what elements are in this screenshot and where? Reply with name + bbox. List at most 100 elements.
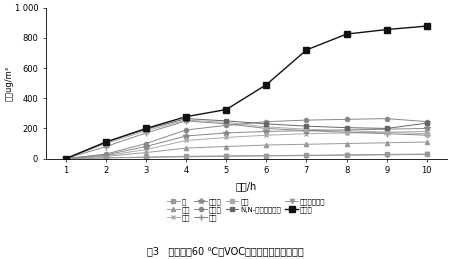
二甲基乙酰胺 bbox=[344, 154, 349, 157]
乙苯 bbox=[63, 157, 69, 160]
三乙胺 bbox=[103, 140, 109, 143]
二甲苯 bbox=[224, 131, 229, 134]
N,N-二甲基甲酰胺 bbox=[63, 157, 69, 160]
二甲基乙酰胺 bbox=[264, 154, 269, 157]
苯乙烯 bbox=[224, 124, 229, 127]
Y-axis label: 含量ug/m³: 含量ug/m³ bbox=[4, 66, 13, 101]
苯乙烯 bbox=[304, 119, 309, 122]
二甲基乙酰胺 bbox=[103, 156, 109, 159]
苯 bbox=[103, 156, 109, 159]
三乙胺 bbox=[344, 33, 349, 36]
N,N-二甲基甲酰胺 bbox=[424, 121, 429, 125]
乙苯 bbox=[143, 148, 149, 151]
N,N-二甲基甲酰胺 bbox=[143, 128, 149, 131]
二甲苯 bbox=[103, 153, 109, 156]
二甲苯 bbox=[184, 134, 189, 138]
苯乙烯 bbox=[103, 153, 109, 156]
乙酩 bbox=[304, 128, 309, 131]
二甲基乙酰胺 bbox=[224, 155, 229, 158]
苯乙烯 bbox=[384, 117, 389, 120]
甲苯 bbox=[63, 157, 69, 160]
X-axis label: 时间/h: 时间/h bbox=[236, 181, 257, 191]
甲苯 bbox=[143, 151, 149, 154]
二甲基乙酰胺 bbox=[304, 154, 309, 157]
Line: 甲醉: 甲醉 bbox=[63, 118, 429, 161]
甲醉 bbox=[264, 127, 269, 130]
三乙胺 bbox=[304, 48, 309, 52]
Line: 三乙胺: 三乙胺 bbox=[63, 23, 429, 161]
甲醉 bbox=[344, 131, 349, 134]
乙苯 bbox=[384, 131, 389, 134]
乙酩 bbox=[143, 129, 149, 132]
苯 bbox=[63, 157, 69, 160]
乙苯 bbox=[344, 131, 349, 134]
Line: 苯乙烯: 苯乙烯 bbox=[64, 117, 429, 161]
三乙胺 bbox=[264, 83, 269, 86]
三乙胺 bbox=[224, 108, 229, 111]
苯 bbox=[143, 156, 149, 159]
甲苯 bbox=[264, 143, 269, 147]
Text: 图3   发泡材斗60 ℃下VOC各物质浓度散发趋势图: 图3 发泡材斗60 ℃下VOC各物质浓度散发趋势图 bbox=[147, 246, 304, 256]
甲苯 bbox=[384, 141, 389, 144]
乙酩 bbox=[224, 121, 229, 124]
甲苯 bbox=[344, 142, 349, 145]
二甲苯 bbox=[264, 130, 269, 133]
Line: 甲苯: 甲苯 bbox=[64, 140, 429, 161]
三乙胺 bbox=[424, 25, 429, 28]
Line: 二甲苯: 二甲苯 bbox=[63, 126, 429, 161]
甲苯 bbox=[304, 143, 309, 146]
乙苯 bbox=[424, 130, 429, 133]
Line: 乙苯: 乙苯 bbox=[64, 129, 429, 161]
二甲基乙酰胺 bbox=[424, 153, 429, 156]
三乙胺 bbox=[184, 115, 189, 118]
二甲基乙酰胺 bbox=[384, 153, 389, 156]
N,N-二甲基甲酰胺 bbox=[184, 117, 189, 120]
N,N-二甲基甲酰胺 bbox=[264, 122, 269, 125]
乙酩 bbox=[103, 142, 109, 145]
甲苯 bbox=[224, 145, 229, 148]
苯乙烯 bbox=[143, 142, 149, 145]
Line: 二甲基乙酰胺: 二甲基乙酰胺 bbox=[64, 152, 429, 161]
甲苯 bbox=[424, 140, 429, 143]
N,N-二甲基甲酰胺 bbox=[224, 119, 229, 123]
苯 bbox=[384, 153, 389, 156]
乙酩 bbox=[424, 132, 429, 135]
N,N-二甲基甲酰胺 bbox=[304, 125, 309, 128]
二甲苯 bbox=[384, 128, 389, 131]
甲苯 bbox=[103, 155, 109, 158]
乙苯 bbox=[264, 134, 269, 137]
二甲苯 bbox=[143, 145, 149, 148]
苯 bbox=[184, 155, 189, 158]
Line: 乙酩: 乙酩 bbox=[64, 118, 429, 161]
甲醉 bbox=[224, 122, 229, 125]
三乙胺 bbox=[63, 157, 69, 160]
二甲基乙酰胺 bbox=[143, 156, 149, 159]
甲醉 bbox=[143, 131, 149, 134]
Legend: 苯, 甲苯, 乙苯, 二甲苯, 苯乙烯, 甲醉, 乙酩, N,N-二甲基甲酰胺, 二甲基乙酰胺, 三乙胺: 苯, 甲苯, 乙苯, 二甲苯, 苯乙烯, 甲醉, 乙酩, N,N-二甲基甲酰胺,… bbox=[164, 195, 328, 224]
甲醉 bbox=[184, 119, 189, 123]
乙苯 bbox=[224, 136, 229, 139]
甲醉 bbox=[424, 134, 429, 137]
苯 bbox=[304, 154, 309, 157]
N,N-二甲基甲酰胺 bbox=[103, 140, 109, 143]
三乙胺 bbox=[143, 127, 149, 130]
N,N-二甲基甲酰胺 bbox=[344, 126, 349, 129]
乙酩 bbox=[344, 129, 349, 132]
乙酩 bbox=[184, 119, 189, 122]
苯 bbox=[344, 153, 349, 156]
甲醉 bbox=[384, 132, 389, 135]
苯 bbox=[224, 154, 229, 157]
乙苯 bbox=[304, 132, 309, 135]
甲醉 bbox=[63, 157, 69, 160]
苯乙烯 bbox=[344, 118, 349, 121]
苯 bbox=[264, 154, 269, 157]
苯乙烯 bbox=[424, 120, 429, 123]
苯乙烯 bbox=[184, 128, 189, 132]
苯乙烯 bbox=[63, 157, 69, 160]
乙酩 bbox=[63, 157, 69, 160]
甲醉 bbox=[103, 145, 109, 148]
三乙胺 bbox=[384, 28, 389, 31]
二甲苯 bbox=[63, 157, 69, 160]
二甲苯 bbox=[304, 129, 309, 132]
N,N-二甲基甲酰胺 bbox=[384, 127, 389, 130]
